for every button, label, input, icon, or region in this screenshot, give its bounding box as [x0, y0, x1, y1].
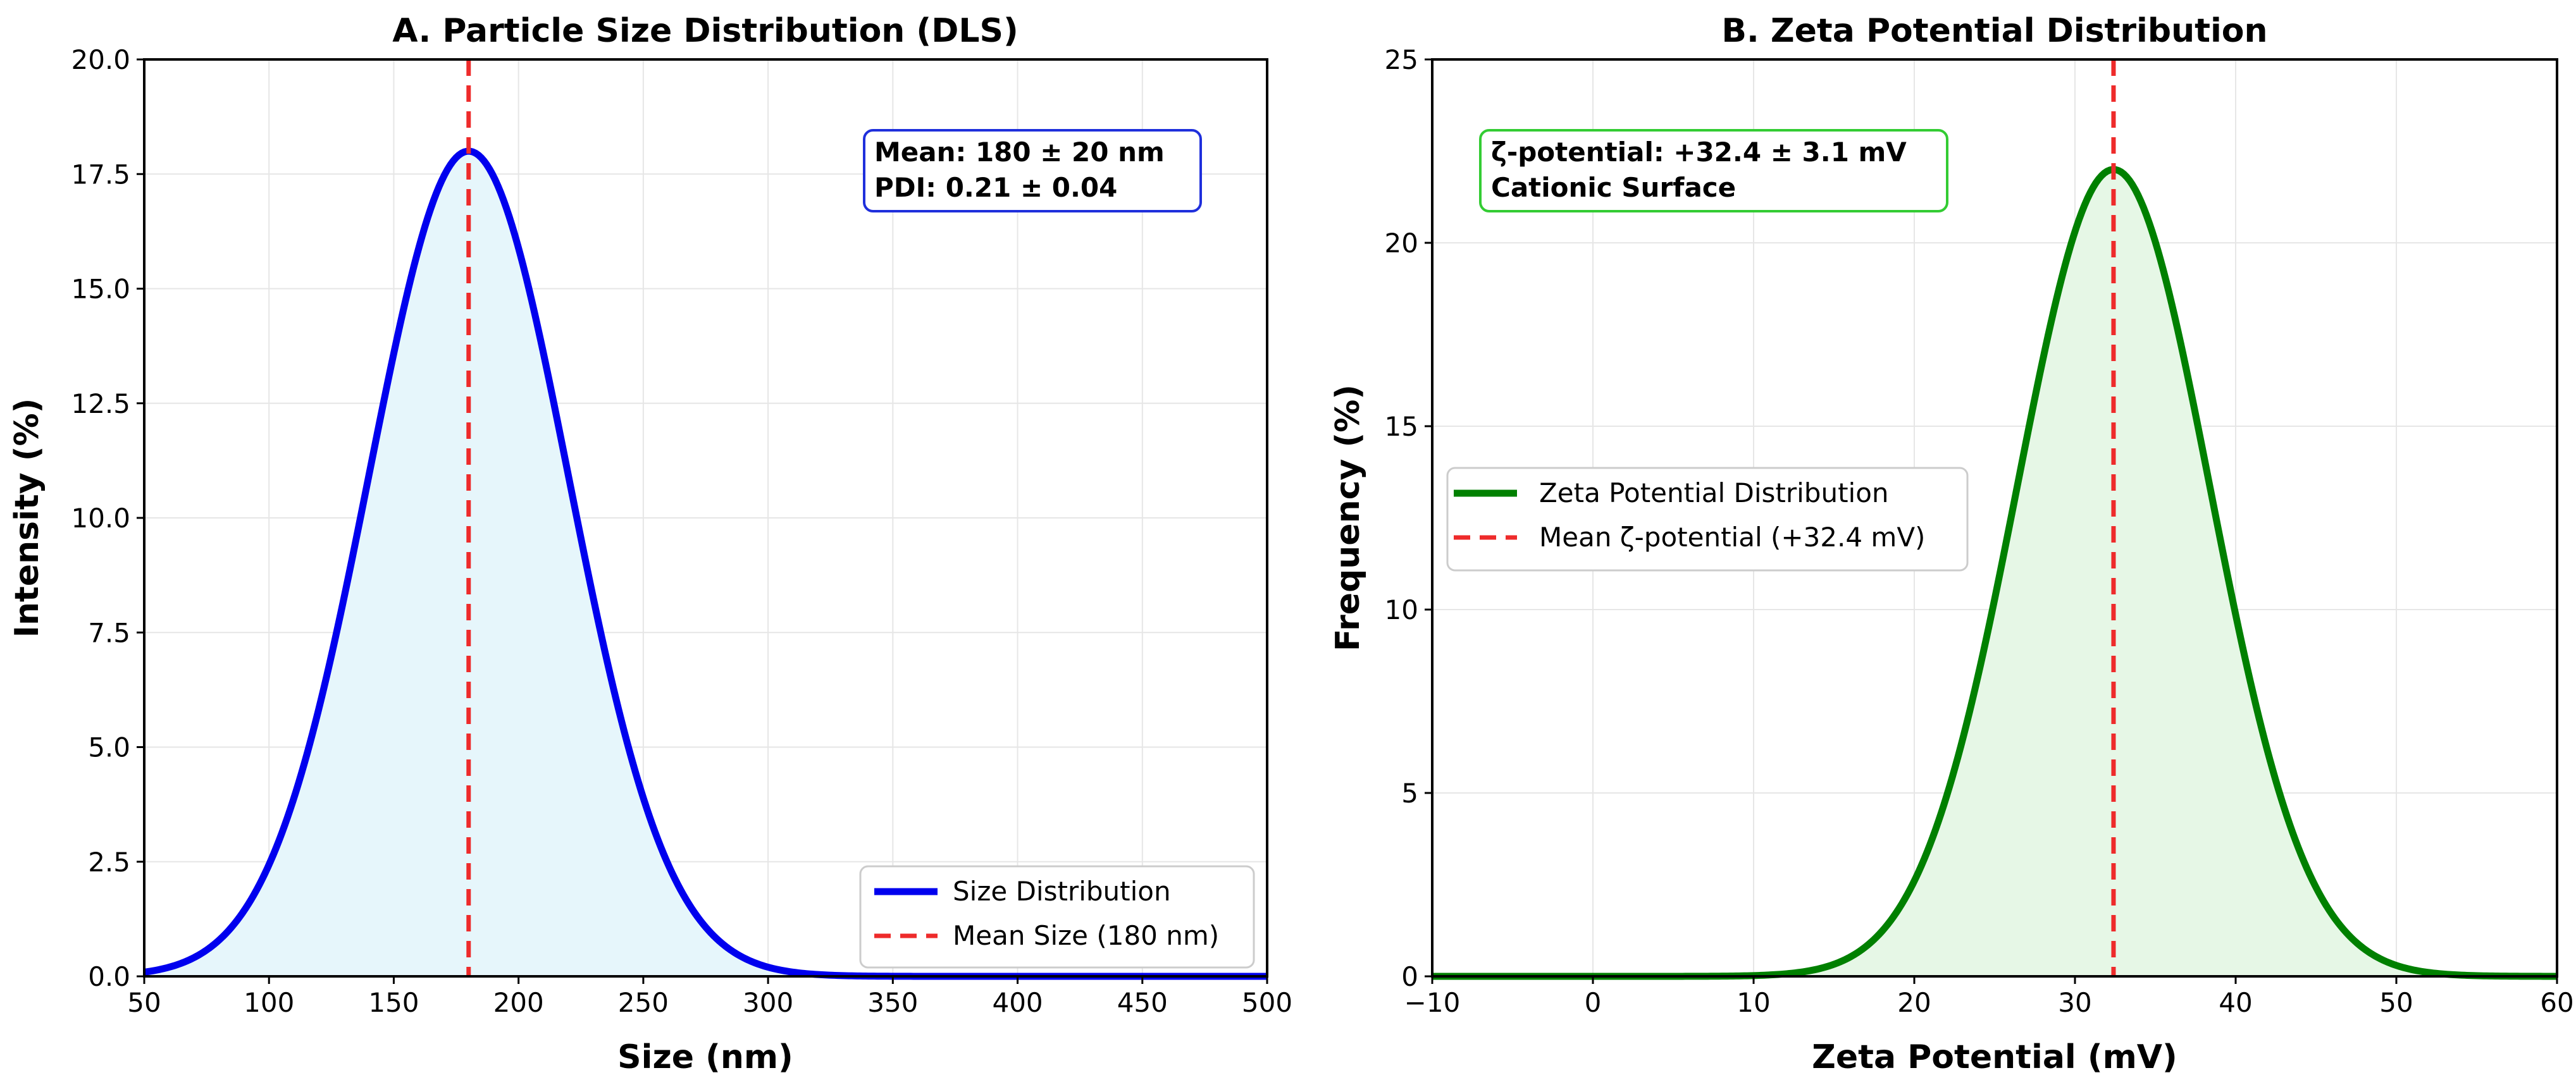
legend-label-mean-zeta: Mean ζ-potential (+32.4 mV) — [1539, 522, 1925, 553]
y-tick-label: 7.5 — [88, 617, 130, 648]
x-tick-label: 20 — [1897, 987, 1931, 1018]
legend-label-mean-size: Mean Size (180 nm) — [953, 920, 1219, 951]
x-tick-label: 60 — [2540, 987, 2573, 1018]
x-tick-label: 10 — [1737, 987, 1770, 1018]
zeta-distribution-fill — [1432, 169, 2557, 976]
x-tick-label: 450 — [1117, 987, 1168, 1018]
legend-label-zeta-distribution: Zeta Potential Distribution — [1539, 477, 1889, 508]
x-tick-label: 350 — [867, 987, 918, 1018]
y-tick-label: 2.5 — [88, 847, 130, 878]
x-tick-label: 50 — [2379, 987, 2413, 1018]
x-tick-label: 30 — [2058, 987, 2091, 1018]
panel-b-title: B. Zeta Potential Distribution — [1721, 12, 2267, 50]
x-tick-label: 250 — [618, 987, 669, 1018]
y-tick-label: 25 — [1385, 44, 1418, 75]
panel-a-legend: Size Distribution Mean Size (180 nm) — [859, 865, 1255, 969]
panel-a-title: A. Particle Size Distribution (DLS) — [392, 12, 1018, 50]
y-tick-label: 5 — [1401, 778, 1418, 809]
x-tick-label: 100 — [244, 987, 294, 1018]
x-tick-label: 200 — [493, 987, 544, 1018]
panel-a-size-distribution: 50 100 150 200 250 300 350 400 450 500 0.0 2.5 5.0 7.… — [8, 12, 1292, 1076]
x-tick-label: 150 — [368, 987, 419, 1018]
panel-a-ylabel: Intensity (%) — [8, 398, 46, 638]
panel-b-ylabel: Frequency (%) — [1329, 384, 1367, 651]
y-tick-label: 10 — [1385, 594, 1418, 625]
annotation-mean-size: Mean: 180 ± 20 nm — [874, 137, 1165, 168]
x-tick-label: 40 — [2219, 987, 2252, 1018]
panel-b-annotation-box: ζ-potential: +32.4 ± 3.1 mV Cationic Sur… — [1479, 129, 1948, 212]
x-tick-label: 400 — [992, 987, 1043, 1018]
panel-a-ticks: 50 100 150 200 250 300 350 400 450 500 0.0 2.5 5.0 7.… — [71, 44, 1292, 1018]
panel-b-legend: Zeta Potential Distribution Mean ζ-poten… — [1446, 467, 1969, 572]
y-tick-label: 15 — [1385, 411, 1418, 442]
x-tick-label: 500 — [1242, 987, 1292, 1018]
x-tick-label: 50 — [127, 987, 161, 1018]
annotation-zeta-value: ζ-potential: +32.4 ± 3.1 mV — [1491, 137, 1907, 168]
y-tick-label: 12.5 — [71, 388, 130, 419]
y-tick-label: 0.0 — [88, 961, 130, 992]
y-tick-label: 20 — [1385, 228, 1418, 259]
x-tick-label: 300 — [743, 987, 793, 1018]
y-tick-label: 5.0 — [88, 732, 130, 763]
y-tick-label: 0 — [1401, 961, 1418, 992]
x-tick-label: −10 — [1404, 987, 1461, 1018]
y-tick-label: 17.5 — [71, 159, 130, 190]
x-tick-label: 0 — [1585, 987, 1602, 1018]
legend-label-size-distribution: Size Distribution — [953, 876, 1171, 907]
annotation-pdi: PDI: 0.21 ± 0.04 — [874, 172, 1117, 203]
y-tick-label: 10.0 — [71, 503, 130, 534]
annotation-cationic-surface: Cationic Surface — [1491, 172, 1736, 203]
y-tick-label: 15.0 — [71, 274, 130, 305]
panel-a-annotation-box: Mean: 180 ± 20 nm PDI: 0.21 ± 0.04 — [863, 129, 1202, 212]
size-distribution-fill — [144, 151, 1267, 977]
panel-a-xlabel: Size (nm) — [617, 1038, 793, 1076]
panel-b-frame — [1431, 58, 2558, 978]
y-tick-label: 20.0 — [71, 44, 130, 75]
panel-b-xlabel: Zeta Potential (mV) — [1812, 1038, 2177, 1076]
